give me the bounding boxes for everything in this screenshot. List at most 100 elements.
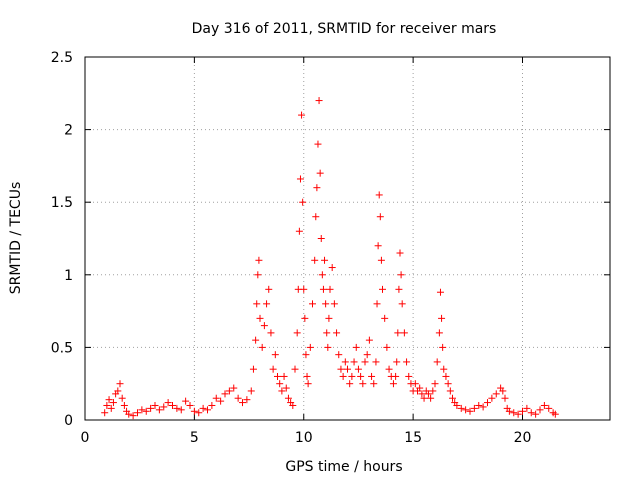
data-point bbox=[352, 343, 360, 351]
data-point bbox=[138, 406, 146, 414]
grid bbox=[85, 57, 610, 420]
data-point bbox=[301, 314, 309, 322]
data-point bbox=[475, 401, 483, 409]
data-point bbox=[323, 329, 331, 337]
y-tick-label: 1.5 bbox=[51, 195, 73, 211]
data-point bbox=[271, 351, 279, 359]
data-point bbox=[160, 403, 168, 411]
data-point bbox=[374, 242, 382, 250]
data-point bbox=[377, 256, 385, 264]
data-point bbox=[488, 394, 496, 402]
data-point bbox=[359, 380, 367, 388]
data-point bbox=[147, 404, 155, 412]
x-tick-label: 0 bbox=[81, 430, 90, 446]
data-point bbox=[314, 140, 322, 148]
data-point bbox=[385, 365, 393, 373]
data-point bbox=[372, 358, 380, 366]
data-point bbox=[212, 394, 220, 402]
data-point bbox=[379, 285, 386, 293]
data-point bbox=[195, 409, 203, 417]
data-point bbox=[120, 401, 128, 409]
data-point bbox=[304, 380, 312, 388]
chart-title: Day 316 of 2011, SRMTID for receiver mar… bbox=[192, 21, 497, 37]
data-point bbox=[431, 380, 439, 388]
y-tick-label: 0 bbox=[64, 413, 73, 429]
data-point bbox=[484, 399, 491, 407]
data-point bbox=[243, 396, 251, 404]
data-point bbox=[501, 394, 509, 402]
data-point bbox=[397, 271, 405, 279]
data-point bbox=[545, 404, 553, 412]
data-point bbox=[335, 351, 343, 359]
data-point bbox=[118, 394, 126, 402]
data-point bbox=[276, 380, 284, 388]
data-point bbox=[129, 412, 137, 420]
data-point bbox=[350, 358, 358, 366]
data-point bbox=[440, 365, 448, 373]
data-point bbox=[396, 249, 404, 257]
data-point bbox=[427, 394, 435, 402]
data-point bbox=[416, 384, 424, 392]
data-point bbox=[326, 285, 334, 293]
data-point bbox=[313, 184, 321, 192]
data-point bbox=[317, 235, 325, 242]
data-point bbox=[392, 372, 400, 380]
data-point bbox=[309, 300, 316, 308]
data-point bbox=[199, 404, 207, 412]
data-point bbox=[303, 372, 311, 380]
x-tick-label: 20 bbox=[514, 430, 532, 446]
data-point bbox=[492, 390, 500, 398]
data-point bbox=[442, 372, 450, 380]
data-point bbox=[403, 358, 411, 366]
data-point bbox=[370, 380, 378, 388]
data-point bbox=[514, 410, 522, 418]
data-point bbox=[438, 314, 446, 322]
data-point bbox=[298, 111, 306, 119]
data-point bbox=[446, 387, 454, 395]
data-point bbox=[293, 329, 301, 337]
data-point bbox=[439, 343, 447, 351]
data-point bbox=[107, 404, 115, 412]
data-point bbox=[291, 365, 299, 373]
data-point bbox=[395, 285, 403, 293]
data-point bbox=[230, 384, 238, 392]
data-point bbox=[315, 97, 323, 105]
y-tick-label: 1 bbox=[64, 268, 73, 284]
data-point bbox=[444, 380, 452, 388]
data-point bbox=[325, 314, 333, 322]
data-point bbox=[284, 394, 292, 402]
data-point bbox=[247, 387, 255, 395]
data-point bbox=[393, 358, 401, 366]
data-point bbox=[267, 329, 275, 337]
x-tick-label: 5 bbox=[190, 430, 199, 446]
data-point bbox=[177, 406, 185, 414]
data-point bbox=[330, 300, 338, 308]
data-point bbox=[151, 401, 159, 409]
data-point bbox=[182, 397, 190, 405]
data-point bbox=[296, 175, 304, 183]
data-point bbox=[381, 314, 389, 322]
data-point bbox=[312, 213, 320, 221]
data-point bbox=[125, 410, 133, 418]
data-point bbox=[280, 372, 288, 380]
data-point bbox=[324, 343, 332, 351]
plot-frame bbox=[84, 56, 611, 421]
data-point bbox=[134, 409, 141, 417]
data-point bbox=[249, 365, 257, 373]
data-point bbox=[255, 256, 263, 264]
data-point bbox=[532, 410, 540, 418]
data-point bbox=[389, 380, 397, 388]
data-point bbox=[400, 329, 408, 337]
data-point bbox=[363, 351, 371, 359]
data-point bbox=[418, 390, 426, 398]
data-point bbox=[354, 365, 362, 373]
data-point bbox=[263, 300, 271, 308]
data-point bbox=[299, 198, 307, 206]
data-point bbox=[258, 343, 266, 351]
data-point bbox=[103, 401, 111, 409]
data-point bbox=[479, 403, 487, 411]
data-point bbox=[424, 390, 432, 398]
data-point bbox=[361, 358, 369, 366]
data-point bbox=[339, 372, 347, 380]
data-point bbox=[204, 406, 211, 414]
